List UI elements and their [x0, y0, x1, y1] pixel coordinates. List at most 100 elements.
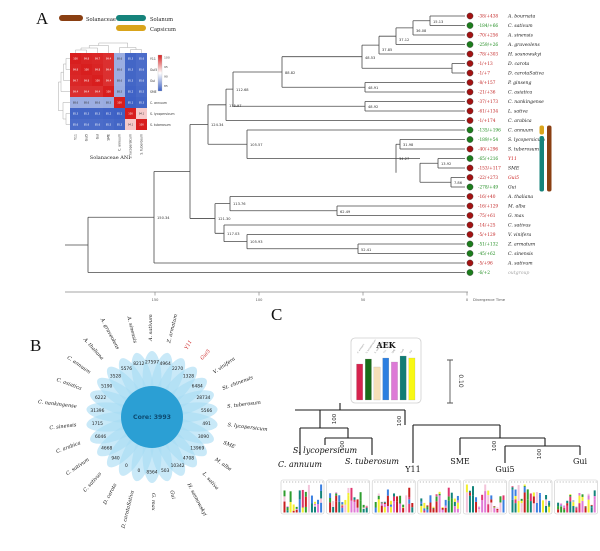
logo-bar-segment: [548, 500, 551, 503]
logo-bar-segment: [310, 495, 313, 504]
logo-bar-segment: [590, 504, 593, 506]
petal-value: 0: [137, 468, 140, 474]
ani-heatmap: 100 99.8 99.7 99.4 88.6 85.3 85.6 Y11 99.8 100 99.…: [58, 42, 175, 161]
aek-bar: [399, 355, 407, 401]
tip-gainloss: -22/+273: [478, 176, 498, 181]
logo-bar-segment: [438, 497, 441, 513]
logo-bar-segment: [393, 501, 395, 504]
logo-bar-segment: [420, 501, 423, 504]
petal-label: C. arabica: [55, 440, 81, 455]
heatmap-cell: [92, 108, 103, 119]
tip-label: D. carotaSativa: [507, 71, 544, 77]
logo-bar-segment: [578, 503, 581, 513]
logo-bar-segment: [496, 508, 499, 511]
tip-gainloss: -70/+256: [478, 34, 498, 39]
logo-axis-dash: [334, 481, 336, 483]
logo-bar-segment: [380, 502, 383, 504]
logo-axis-dash: [517, 481, 519, 483]
logo-bar-segment: [535, 502, 538, 513]
heatmap-cell: [125, 86, 136, 97]
heatmap-cell-value: 100: [106, 91, 111, 94]
logo-bar-segment: [335, 493, 338, 496]
legend-label-solanaceae: Solanaceae: [86, 17, 116, 23]
logo-axis-dash: [380, 481, 382, 483]
logo-bar-segment: [548, 505, 551, 507]
tip-dot: [466, 240, 474, 248]
colorbar-tick: 85: [164, 84, 168, 88]
logo-bar-segment: [314, 503, 316, 506]
petal-label: Y11: [184, 339, 194, 350]
logo-bar-segment: [317, 504, 320, 513]
heatmap-cell-value: 85.2: [128, 91, 134, 94]
logo-bar-segment: [560, 504, 563, 506]
tip-dot: [466, 117, 474, 124]
node-age-label: 37.12: [399, 38, 409, 42]
logo-axis-dash: [358, 481, 360, 483]
heatmap-cell-value: 88.6: [84, 102, 90, 105]
heatmap-cell-value: 100: [139, 124, 144, 127]
tip-gainloss: -135/+196: [478, 129, 501, 134]
axis-tick: 0: [466, 298, 469, 302]
cladogram: C. annuum S. lycopersicum S. tuberosum Y…: [278, 403, 587, 474]
petal-value: 4708: [183, 456, 194, 462]
logo-bar-segment: [341, 504, 344, 506]
heatmap-cell: [81, 97, 92, 108]
logo-axis-dash: [340, 481, 342, 483]
logo-bar-segment: [365, 507, 368, 513]
aek-bar: [408, 357, 416, 401]
heatmap-cell-value: 85.3: [73, 113, 79, 116]
logo-axis-dash: [520, 481, 522, 483]
aek-bars: [356, 355, 416, 401]
heatmap-cell: [136, 53, 147, 64]
logo-axis-dash: [283, 481, 285, 483]
logo-bar-segment: [347, 495, 350, 513]
heatmap-cell-value: 85.3: [117, 124, 123, 127]
logo-bar-segment: [320, 498, 323, 503]
logo-axis-dash: [559, 481, 561, 483]
logo-axis-dash: [304, 481, 306, 483]
petal-value: 10342: [171, 463, 185, 469]
logo-bar-segment: [475, 501, 478, 513]
heatmap-cell: [114, 53, 125, 64]
heatmap-cell: [114, 119, 125, 130]
logo-bar-segment: [578, 492, 581, 496]
heatmap-cell: [70, 108, 81, 119]
flower-core-label: Core: 3993: [133, 414, 171, 421]
logo-bar-segment: [560, 503, 563, 505]
logo-axis-dash: [523, 481, 525, 483]
logo-bar-segment: [347, 487, 350, 493]
tip-label: M. alba: [507, 204, 526, 210]
logo-bar-segment: [456, 500, 459, 503]
logo-bar-segment: [523, 492, 526, 513]
logo-bar-segment: [423, 510, 426, 513]
tip-label: P. ginseng: [507, 80, 531, 86]
logo-axis-dash: [595, 481, 597, 483]
logo-bar-segment: [314, 501, 316, 504]
logo-bar-segment: [529, 493, 532, 502]
logo-bar-segment: [517, 500, 520, 513]
heatmap-cell-value: 99.8: [95, 69, 101, 72]
heatmap-cell: [70, 53, 81, 64]
logo-bar-segment: [569, 496, 572, 502]
logo-bar-segment: [572, 502, 575, 507]
logo-bar-segment: [581, 500, 584, 513]
logo-bar-segment: [335, 492, 338, 494]
tip-dot: [466, 60, 474, 67]
logo-axis-dash: [477, 481, 479, 483]
logo-bar-segment: [408, 499, 411, 504]
logo-bar-segment: [481, 494, 484, 497]
tip-dot: [466, 41, 474, 48]
heatmap-cell-value: 99.4: [95, 91, 101, 94]
panel-a-label: A: [36, 9, 49, 28]
petal-label: A. thaliana: [81, 336, 104, 361]
logo-axis-dash: [289, 481, 291, 483]
logo-bar-segment: [545, 505, 548, 513]
logo-axis-dash: [361, 481, 363, 483]
logo-axis-dash: [538, 481, 540, 483]
logo-axis-dash: [480, 481, 482, 483]
logo-bar-segment: [435, 494, 438, 496]
heatmap-cell: [103, 97, 114, 108]
logo-bar-segment: [286, 510, 289, 513]
petal-label: Gui: [168, 490, 176, 500]
logo-bar-segment: [389, 502, 392, 505]
